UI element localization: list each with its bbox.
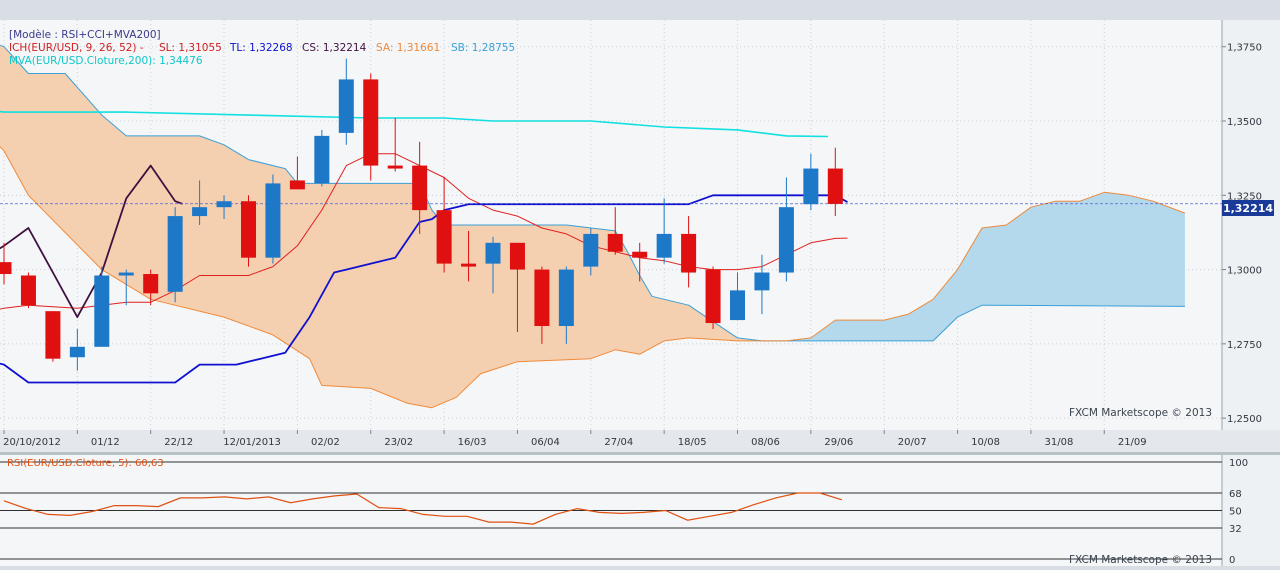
price-tick-label: 1,3000 (1227, 266, 1262, 277)
candle-bullish (730, 290, 745, 321)
candle-bearish (827, 168, 843, 204)
date-axis-strip (0, 430, 1280, 452)
rsi-level-label: 68 (1229, 489, 1242, 500)
candle-bullish (338, 79, 354, 133)
candle-bearish (436, 210, 452, 264)
date-tick-label: 21/09 (1118, 437, 1147, 448)
date-tick-label: 20/10/2012 (3, 437, 61, 448)
date-tick-label: 08/06 (751, 437, 780, 448)
rsi-level-label: 32 (1229, 524, 1242, 535)
cloud-bullish (762, 192, 1185, 341)
candle-bullish (558, 269, 574, 327)
candle-bullish (69, 346, 85, 358)
top-strip (0, 0, 1280, 20)
main-watermark: FXCM Marketscope © 2013 (1069, 407, 1212, 419)
candle-bearish (363, 79, 379, 166)
candles (0, 58, 843, 371)
candle-bullish (118, 272, 134, 276)
last-price-label: 1,32214 (1223, 202, 1273, 215)
legend-mva: MVA(EUR/USD.Cloture,200): 1,34476 (9, 55, 203, 67)
candle-bearish (143, 274, 159, 294)
candle-bullish (656, 233, 672, 258)
candle-bullish (583, 233, 599, 267)
rsi-level-label: 100 (1229, 458, 1248, 469)
mva200-line (0, 110, 829, 138)
candle-bearish (534, 269, 550, 327)
candle-bearish (387, 165, 403, 169)
price-tick-label: 1,2750 (1227, 340, 1262, 351)
candle-bullish (167, 216, 183, 292)
legend-model: [Modèle : RSI+CCI+MVA200] (9, 29, 161, 41)
candle-bearish (0, 262, 12, 275)
date-tick-label: 18/05 (678, 437, 707, 448)
rsi-axis-strip (1222, 455, 1280, 566)
legend-tl: TL: 1,32268 (229, 42, 293, 54)
rsi-level-label: 0 (1229, 555, 1235, 566)
candle-bearish (412, 165, 428, 211)
price-tick-label: 1,3750 (1227, 43, 1262, 54)
legend-sl: SL: 1,31055 (159, 42, 222, 54)
candle-bearish (461, 263, 477, 267)
candle-bearish (607, 233, 623, 252)
price-tick-label: 1,3250 (1227, 191, 1262, 202)
rsi-indicator: 100 68 50 32 0 (0, 458, 1248, 566)
date-tick-label: 22/12 (164, 437, 193, 448)
price-tick-label: 1,2500 (1227, 414, 1262, 425)
date-tick-label: 27/04 (604, 437, 633, 448)
candle-bullish (778, 207, 794, 273)
candle-bearish (705, 269, 721, 324)
main-axis-strip (1222, 20, 1280, 430)
last-price-tag (1222, 200, 1274, 216)
candle-bearish (20, 275, 36, 306)
rsi-legend: RSI(EUR/USD.Cloture, 5): 60,63 (7, 458, 164, 469)
candle-bullish (485, 242, 501, 264)
date-tick-label: 10/08 (971, 437, 1000, 448)
indicator-lines (0, 44, 1222, 409)
date-tick-label: 06/04 (531, 437, 560, 448)
date-tick-label: 01/12 (91, 437, 120, 448)
senkou-span-a-line (0, 146, 1186, 409)
rsi-line (3, 492, 843, 525)
chikou-line (0, 164, 183, 319)
candle-bullish (754, 272, 770, 291)
date-tick-label: 12/01/2013 (223, 437, 281, 448)
legend-cs: CS: 1,32214 (302, 42, 367, 54)
date-tick-label: 02/02 (311, 437, 340, 448)
candle-bullish (803, 168, 819, 205)
axes: 1,3750 1,3500 1,3250 1,3000 1,2750 1,2500 20/1… (3, 43, 1262, 448)
candle-bullish (314, 135, 330, 184)
rsi-watermark: FXCM Marketscope © 2013 (1069, 554, 1212, 566)
date-tick-label: 20/07 (898, 437, 927, 448)
candle-bullish (216, 201, 232, 208)
legend-sa: SA: 1,31661 (376, 42, 440, 54)
candle-bullish (265, 183, 281, 258)
date-tick-label: 23/02 (384, 437, 413, 448)
candle-bearish (509, 242, 525, 270)
legend-sb: SB: 1,28755 (451, 42, 515, 54)
candle-bearish (289, 180, 305, 190)
panel-separator (0, 452, 1280, 455)
candle-bearish (241, 201, 256, 258)
kijun-line (0, 194, 848, 384)
price-tick-label: 1,3500 (1227, 117, 1262, 128)
senkou-span-b-line (0, 44, 1185, 342)
rsi-level-label: 50 (1229, 507, 1242, 518)
legend-ichimoku: ICH(EUR/USD, 9, 26, 52) - (9, 42, 144, 54)
candle-bullish (94, 275, 110, 347)
candle-bearish (681, 233, 697, 273)
candle-bearish (45, 311, 61, 359)
date-tick-label: 16/03 (458, 437, 487, 448)
candle-bullish (192, 207, 208, 217)
date-tick-label: 29/06 (824, 437, 853, 448)
date-tick-label: 31/08 (1044, 437, 1073, 448)
candle-bearish (632, 251, 648, 258)
